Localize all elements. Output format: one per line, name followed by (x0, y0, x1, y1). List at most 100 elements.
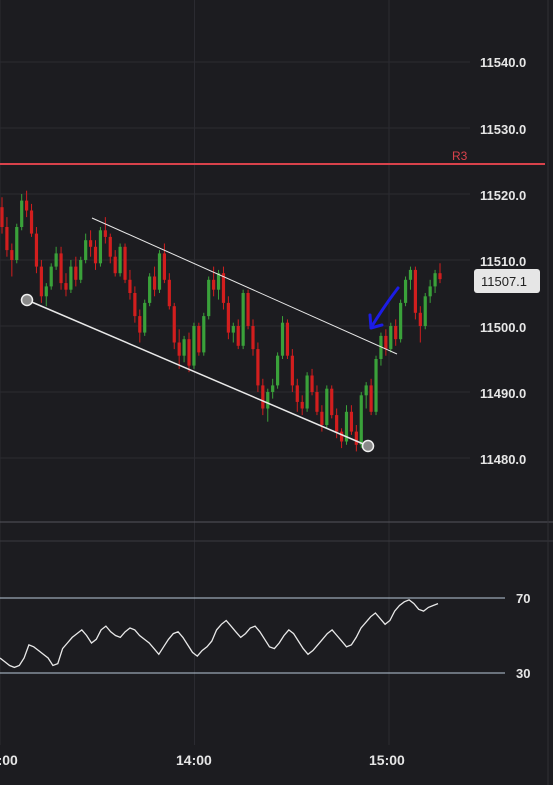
candlestick-series (0, 190, 442, 452)
price-tick-label: 11480.0 (480, 452, 526, 467)
candle-bearish (103, 230, 107, 237)
candle-bearish (295, 385, 299, 402)
candle-bearish (290, 355, 294, 386)
candle-bullish (305, 375, 309, 409)
candle-bearish (354, 431, 358, 445)
candle-bearish (320, 411, 324, 425)
candle-bullish (44, 286, 48, 297)
candle-bearish (10, 250, 14, 260)
candle-bearish (93, 246, 98, 264)
candle-bullish (408, 269, 413, 280)
candle-bearish (74, 266, 78, 280)
rsi-level-label: 30 (516, 666, 530, 681)
candle-bearish (212, 279, 216, 290)
current-price-tag: 11507.1 (474, 269, 540, 293)
candle-bullish (98, 230, 103, 264)
candle-bullish (379, 335, 383, 359)
rsi-level-label: 70 (516, 591, 530, 606)
breakout-arrow-annotation[interactable] (368, 286, 400, 330)
candle-bullish (423, 296, 427, 326)
candle-bearish (251, 326, 255, 350)
candle-bearish (162, 253, 167, 280)
candle-bearish (29, 210, 34, 234)
candle-bullish (374, 359, 378, 412)
candle-bearish (123, 246, 127, 280)
candle-bullish (182, 339, 186, 356)
candle-bullish (157, 253, 162, 290)
candle-bullish (20, 200, 24, 227)
price-tick-label: 11530.0 (480, 122, 526, 137)
candle-bearish (369, 385, 373, 412)
price-tick-label: 11510.0 (480, 254, 526, 269)
candle-bearish (310, 375, 314, 392)
rsi-line (0, 599, 439, 669)
candle-bearish (256, 349, 260, 386)
price-axis: 11540.0 11530.0 11520.0 11510.0 11500.0 … (480, 55, 526, 467)
candle-bearish (261, 385, 265, 409)
candle-bearish (315, 392, 319, 412)
candle-bearish (330, 388, 334, 416)
trendline-anchor-handle[interactable] (361, 439, 375, 453)
candle-bullish (54, 253, 58, 267)
trendline-anchor-handle[interactable] (20, 293, 34, 307)
candle-bearish (167, 279, 171, 307)
candle-bearish (152, 276, 157, 290)
candle-bullish (207, 279, 211, 317)
candle-bullish (231, 326, 235, 333)
candle-bullish (325, 388, 329, 425)
candle-bullish (143, 302, 147, 333)
candle-bullish (399, 302, 403, 340)
candle-bullish (275, 355, 280, 386)
candle-bearish (246, 293, 250, 326)
candle-bearish (221, 273, 226, 303)
candle-bearish (285, 322, 290, 356)
channel-upper-trendline[interactable] (91, 217, 398, 355)
candle-bullish (216, 273, 221, 290)
candle-bearish (64, 283, 68, 290)
candle-bullish (241, 293, 245, 346)
time-tick-label: 13:00 (0, 752, 18, 768)
candle-bearish (172, 306, 176, 343)
candle-bearish (197, 326, 201, 353)
candle-bearish (300, 401, 304, 409)
time-axis: 13:00 14:00 15:00 (0, 752, 405, 768)
candle-bullish (433, 273, 437, 287)
candle-bearish (128, 279, 132, 293)
candle-bearish (39, 266, 43, 297)
candle-bullish (202, 316, 206, 353)
current-price-value: 11507.1 (481, 274, 527, 289)
candle-bullish (364, 385, 368, 396)
candle-bearish (5, 227, 9, 251)
candle-bullish (192, 326, 196, 366)
candle-bearish (88, 240, 93, 247)
candle-bearish (418, 312, 422, 326)
candle-bullish (271, 385, 275, 392)
time-tick-label: 15:00 (369, 752, 405, 768)
candle-bearish (113, 256, 117, 274)
candle-bullish (69, 266, 73, 290)
candle-bearish (59, 253, 63, 284)
candle-bullish (389, 326, 393, 350)
candle-bearish (138, 316, 142, 333)
time-tick-label: 14:00 (176, 752, 212, 768)
candle-bearish (335, 415, 339, 432)
price-tick-label: 11500.0 (480, 320, 526, 335)
candle-bearish (0, 207, 4, 227)
channel-drawing[interactable] (20, 217, 398, 453)
candle-bullish (49, 266, 53, 287)
candle-bullish (266, 392, 270, 409)
candle-bearish (133, 293, 137, 317)
candle-bearish (25, 200, 29, 211)
candle-bullish (79, 260, 83, 280)
candle-bearish (394, 326, 398, 340)
channel-lower-trendline[interactable] (26, 299, 369, 447)
r3-label: R3 (452, 149, 468, 163)
candle-bearish (177, 342, 181, 356)
candle-bearish (339, 431, 344, 442)
candle-bearish (413, 269, 417, 313)
candle-bullish (15, 227, 19, 260)
candle-bullish (344, 411, 349, 442)
candle-bearish (236, 326, 240, 346)
candle-bearish (34, 233, 39, 267)
candle-bullish (148, 276, 152, 303)
